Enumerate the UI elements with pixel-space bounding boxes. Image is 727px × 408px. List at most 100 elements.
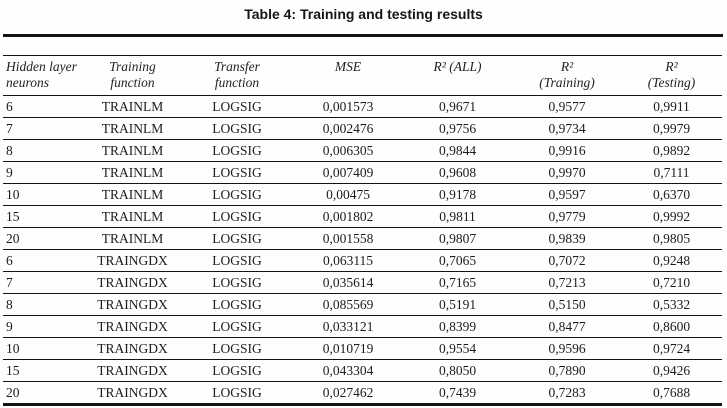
cell-hidden-layer-neurons: 9 <box>3 315 85 338</box>
cell-r2-testing: 0,9724 <box>621 337 722 360</box>
cell-r2-testing: 0,8600 <box>621 315 722 338</box>
cell-mse: 0,001802 <box>294 205 402 228</box>
cell-mse: 0,001558 <box>294 227 402 250</box>
cell-mse: 0,001573 <box>294 95 402 118</box>
cell-transfer-function: LOGSIG <box>180 95 294 118</box>
header-training-function: Training function <box>85 55 180 96</box>
cell-r2-training: 0,9916 <box>513 139 621 162</box>
cell-transfer-function: LOGSIG <box>180 315 294 338</box>
cell-hidden-layer-neurons: 8 <box>3 139 85 162</box>
table-row: 10 TRAINGDX LOGSIG 0,010719 0,9554 0,959… <box>3 337 722 360</box>
cell-transfer-function: LOGSIG <box>180 117 294 140</box>
cell-r2-testing: 0,9248 <box>621 249 722 272</box>
cell-training-function: TRAINLM <box>85 161 180 184</box>
cell-hidden-layer-neurons: 15 <box>3 205 85 228</box>
table-body: 6 TRAINLM LOGSIG 0,001573 0,9671 0,9577 … <box>3 95 722 406</box>
cell-r2-testing: 0,6370 <box>621 183 722 206</box>
cell-transfer-function: LOGSIG <box>180 293 294 316</box>
cell-training-function: TRAINLM <box>85 95 180 118</box>
header-line: R² <box>560 59 574 74</box>
cell-r2-all: 0,7439 <box>402 381 513 406</box>
caption-rule <box>3 34 723 37</box>
cell-hidden-layer-neurons: 8 <box>3 293 85 316</box>
cell-training-function: TRAINGDX <box>85 293 180 316</box>
cell-mse: 0,010719 <box>294 337 402 360</box>
header-r2-all: R² (ALL) <box>402 55 513 96</box>
cell-r2-training: 0,9577 <box>513 95 621 118</box>
header-r2-training: R² (Training) <box>513 55 621 96</box>
cell-hidden-layer-neurons: 9 <box>3 161 85 184</box>
cell-r2-all: 0,5191 <box>402 293 513 316</box>
cell-r2-testing: 0,5332 <box>621 293 722 316</box>
cell-training-function: TRAINGDX <box>85 337 180 360</box>
cell-hidden-layer-neurons: 7 <box>3 117 85 140</box>
cell-r2-training: 0,7072 <box>513 249 621 272</box>
cell-r2-all: 0,7165 <box>402 271 513 294</box>
cell-r2-all: 0,9844 <box>402 139 513 162</box>
cell-r2-all: 0,9608 <box>402 161 513 184</box>
header-transfer-function: Transfer function <box>180 55 294 96</box>
header-line: R² (ALL) <box>433 59 482 74</box>
cell-hidden-layer-neurons: 6 <box>3 95 85 118</box>
cell-hidden-layer-neurons: 20 <box>3 381 85 406</box>
cell-mse: 0,033121 <box>294 315 402 338</box>
cell-hidden-layer-neurons: 10 <box>3 183 85 206</box>
cell-transfer-function: LOGSIG <box>180 359 294 382</box>
cell-r2-all: 0,8050 <box>402 359 513 382</box>
results-table: Hidden layer neurons Training function T… <box>3 55 722 406</box>
cell-r2-testing: 0,9805 <box>621 227 722 250</box>
cell-hidden-layer-neurons: 6 <box>3 249 85 272</box>
cell-r2-testing: 0,9992 <box>621 205 722 228</box>
header-line: neurons <box>6 75 49 90</box>
cell-transfer-function: LOGSIG <box>180 271 294 294</box>
cell-training-function: TRAINLM <box>85 205 180 228</box>
cell-r2-training: 0,9734 <box>513 117 621 140</box>
cell-mse: 0,043304 <box>294 359 402 382</box>
cell-r2-all: 0,9807 <box>402 227 513 250</box>
cell-r2-all: 0,7065 <box>402 249 513 272</box>
cell-hidden-layer-neurons: 20 <box>3 227 85 250</box>
cell-training-function: TRAINLM <box>85 139 180 162</box>
cell-r2-all: 0,9178 <box>402 183 513 206</box>
cell-transfer-function: LOGSIG <box>180 337 294 360</box>
cell-r2-all: 0,9811 <box>402 205 513 228</box>
header-line: function <box>110 75 155 90</box>
cell-hidden-layer-neurons: 10 <box>3 337 85 360</box>
cell-training-function: TRAINGDX <box>85 315 180 338</box>
cell-r2-training: 0,9779 <box>513 205 621 228</box>
table-row: 8 TRAINGDX LOGSIG 0,085569 0,5191 0,5150… <box>3 293 722 316</box>
cell-r2-all: 0,9554 <box>402 337 513 360</box>
header-line: R² <box>665 59 678 74</box>
cell-r2-training: 0,7213 <box>513 271 621 294</box>
header-line: Transfer <box>214 59 260 74</box>
cell-training-function: TRAINLM <box>85 117 180 140</box>
table-caption: Table 4: Training and testing results <box>244 6 483 22</box>
header-line: function <box>214 75 260 90</box>
cell-r2-testing: 0,9892 <box>621 139 722 162</box>
table-row: 15 TRAINLM LOGSIG 0,001802 0,9811 0,9779… <box>3 205 722 228</box>
table-row: 6 TRAINGDX LOGSIG 0,063115 0,7065 0,7072… <box>3 249 722 272</box>
cell-r2-testing: 0,7210 <box>621 271 722 294</box>
cell-mse: 0,006305 <box>294 139 402 162</box>
header-hidden-layer-neurons: Hidden layer neurons <box>3 55 85 96</box>
cell-hidden-layer-neurons: 7 <box>3 271 85 294</box>
cell-transfer-function: LOGSIG <box>180 205 294 228</box>
cell-mse: 0,085569 <box>294 293 402 316</box>
cell-transfer-function: LOGSIG <box>180 183 294 206</box>
cell-transfer-function: LOGSIG <box>180 381 294 406</box>
cell-r2-testing: 0,9911 <box>621 95 722 118</box>
cell-mse: 0,002476 <box>294 117 402 140</box>
header-line: (Testing) <box>647 75 696 90</box>
cell-r2-training: 0,5150 <box>513 293 621 316</box>
cell-r2-all: 0,8399 <box>402 315 513 338</box>
header-line: MSE <box>334 59 362 74</box>
cell-r2-training: 0,7890 <box>513 359 621 382</box>
cell-transfer-function: LOGSIG <box>180 227 294 250</box>
cell-transfer-function: LOGSIG <box>180 139 294 162</box>
cell-mse: 0,00475 <box>294 183 402 206</box>
cell-hidden-layer-neurons: 15 <box>3 359 85 382</box>
table-row: 20 TRAINGDX LOGSIG 0,027462 0,7439 0,728… <box>3 381 722 406</box>
table-row: 9 TRAINLM LOGSIG 0,007409 0,9608 0,9970 … <box>3 161 722 184</box>
cell-training-function: TRAINGDX <box>85 381 180 406</box>
header-mse: MSE <box>294 55 402 96</box>
